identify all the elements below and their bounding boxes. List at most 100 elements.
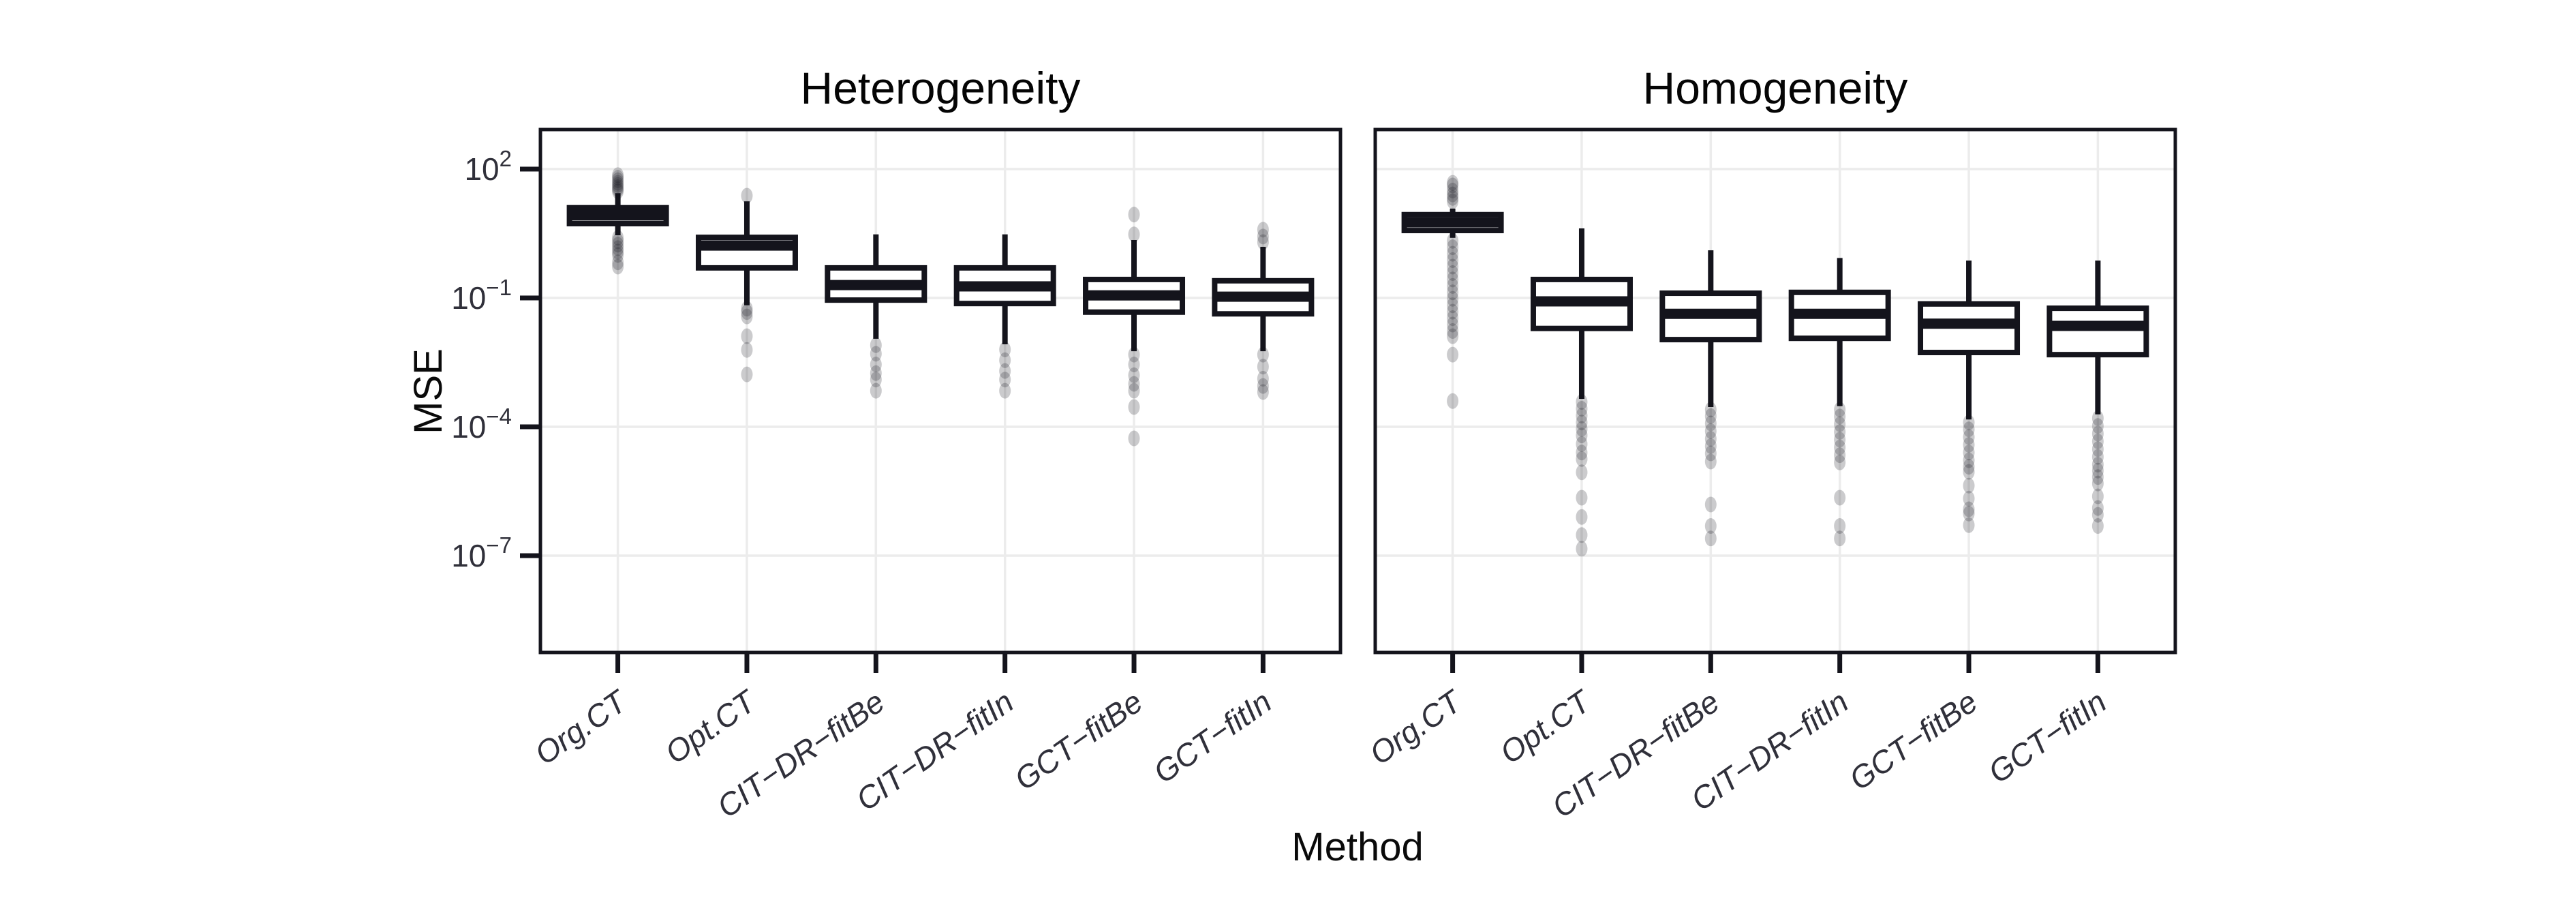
outlier-point bbox=[1447, 290, 1459, 307]
outlier-point bbox=[2091, 441, 2104, 457]
outlier-point bbox=[1447, 346, 1459, 363]
outlier-point bbox=[1704, 438, 1717, 454]
outlier-point bbox=[741, 342, 753, 358]
y-tick-label-1e-7: 10−7 bbox=[451, 532, 512, 573]
outlier-point bbox=[741, 308, 753, 325]
outlier-point bbox=[2091, 507, 2104, 523]
outlier-point bbox=[999, 363, 1011, 379]
outlier-point bbox=[1447, 277, 1459, 294]
outlier-point bbox=[2091, 433, 2104, 449]
x-tick-label-opt-ct: Opt.CT bbox=[658, 682, 763, 770]
facet-title-homogeneity: Homogeneity bbox=[1643, 63, 1908, 113]
outlier-point bbox=[1447, 252, 1459, 269]
outlier-point bbox=[1447, 239, 1459, 256]
outlier-point bbox=[1257, 378, 1269, 394]
outlier-point bbox=[1576, 445, 1588, 461]
outlier-point bbox=[612, 170, 624, 186]
boxplot-cit-dr-fitin bbox=[953, 234, 1056, 399]
outlier-point bbox=[1834, 408, 1846, 425]
outlier-point bbox=[1128, 226, 1140, 243]
outlier-point bbox=[1834, 432, 1846, 448]
outlier-point bbox=[2091, 500, 2104, 516]
outlier-point bbox=[1576, 427, 1588, 444]
x-tick-label-org-ct: Org.CT bbox=[528, 682, 634, 772]
y-tick-label-1e2: 102 bbox=[464, 146, 512, 187]
outlier-point bbox=[1447, 265, 1459, 281]
outlier-point bbox=[1576, 490, 1588, 506]
outlier-point bbox=[1834, 447, 1846, 464]
boxplot-gct-fitin bbox=[1212, 222, 1315, 400]
outlier-point bbox=[1128, 207, 1140, 223]
y-tick-label-1e-1: 10−1 bbox=[451, 275, 512, 316]
outlier-point bbox=[1834, 518, 1846, 535]
x-tick-label-org-ct: Org.CT bbox=[1363, 682, 1469, 772]
outlier-point bbox=[612, 230, 624, 246]
panel-background bbox=[1375, 130, 2175, 652]
outlier-point bbox=[1704, 402, 1717, 418]
outlier-point bbox=[1834, 490, 1846, 506]
outlier-point bbox=[1447, 323, 1459, 340]
outlier-point bbox=[1704, 431, 1717, 447]
outlier-point bbox=[1447, 232, 1459, 249]
outlier-point bbox=[1963, 501, 1975, 517]
outlier-point bbox=[1834, 416, 1846, 432]
outlier-point bbox=[612, 233, 624, 250]
outlier-point bbox=[1447, 271, 1459, 288]
outlier-point bbox=[1963, 452, 1975, 468]
outlier-point bbox=[612, 243, 624, 260]
outlier-point bbox=[1963, 517, 1975, 533]
outlier-point bbox=[1257, 228, 1269, 245]
outlier-point bbox=[1447, 258, 1459, 275]
outlier-point bbox=[1257, 370, 1269, 387]
y-tick-label-1e-4: 10−4 bbox=[451, 404, 512, 445]
outlier-point bbox=[1576, 415, 1588, 431]
outlier-point bbox=[870, 382, 882, 399]
iqr-box bbox=[2046, 305, 2149, 358]
x-axis-title: Method bbox=[1291, 825, 1423, 869]
outlier-point bbox=[1834, 454, 1846, 470]
x-tick-label-opt-ct: Opt.CT bbox=[1493, 682, 1598, 770]
outlier-point bbox=[1128, 367, 1140, 383]
outlier-point bbox=[870, 357, 882, 373]
outlier-point bbox=[612, 172, 624, 188]
outlier-point bbox=[1963, 445, 1975, 461]
outlier-point bbox=[612, 247, 624, 263]
outlier-point bbox=[1128, 399, 1140, 415]
outlier-point bbox=[1576, 408, 1588, 424]
outlier-point bbox=[999, 342, 1011, 358]
boxplot-gct-fitin bbox=[2046, 260, 2149, 535]
outlier-point bbox=[1447, 297, 1459, 314]
outlier-point bbox=[2091, 410, 2104, 426]
boxplot-gct-fitbe bbox=[1083, 207, 1186, 447]
outlier-point bbox=[1576, 527, 1588, 543]
boxplot-cit-dr-fitbe bbox=[1659, 250, 1762, 547]
plot-area: Org.CT Opt.CTCIT−DR−fitBeCIT−DR−fitInGCT−… bbox=[451, 127, 2177, 824]
boxplot-org-ct bbox=[1401, 175, 1504, 409]
outlier-point bbox=[2091, 425, 2104, 442]
outlier-point bbox=[2091, 518, 2104, 535]
outlier-point bbox=[1447, 303, 1459, 320]
outlier-point bbox=[2091, 488, 2104, 505]
outlier-point bbox=[1447, 393, 1459, 409]
outlier-point bbox=[1257, 346, 1269, 363]
panel-border bbox=[538, 127, 1343, 655]
boxplot-opt-ct bbox=[695, 187, 798, 382]
outlier-point bbox=[2091, 469, 2104, 485]
outlier-point bbox=[2091, 475, 2104, 492]
outlier-point bbox=[1447, 175, 1459, 191]
panel-border bbox=[1373, 127, 2177, 655]
outlier-point bbox=[1963, 505, 1975, 522]
outlier-point bbox=[870, 365, 882, 381]
outlier-point bbox=[612, 167, 624, 183]
outlier-point bbox=[612, 177, 624, 193]
outlier-point bbox=[1128, 357, 1140, 373]
outlier-point bbox=[1576, 401, 1588, 417]
outlier-point bbox=[612, 258, 624, 275]
outlier-point bbox=[1447, 328, 1459, 344]
outlier-point bbox=[1447, 316, 1459, 333]
outlier-point bbox=[1447, 183, 1459, 198]
outlier-point bbox=[999, 372, 1011, 388]
outlier-point bbox=[870, 372, 882, 388]
